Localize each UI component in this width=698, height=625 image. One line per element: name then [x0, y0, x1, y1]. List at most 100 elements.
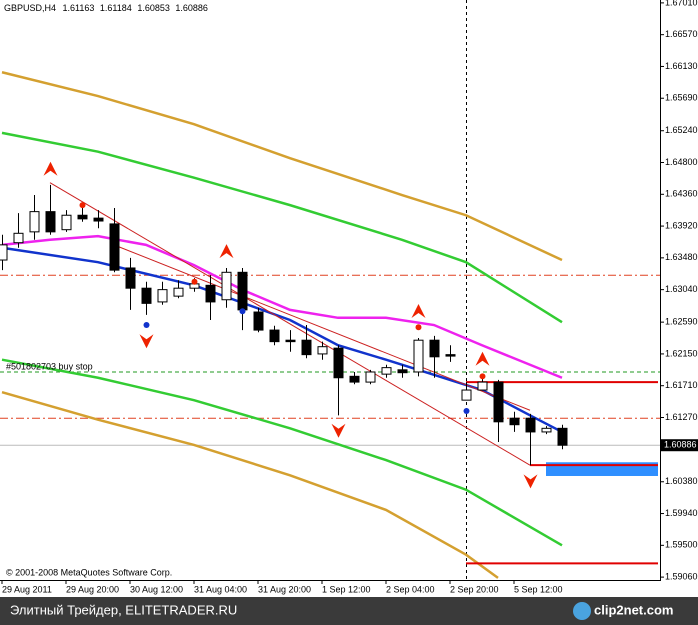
- y-tick-label: 1.59060: [665, 571, 698, 581]
- symbol: GBPUSD,H4: [4, 3, 56, 13]
- x-tick-label: 31 Aug 04:00: [194, 584, 247, 594]
- x-tick-label: 30 Aug 12:00: [130, 584, 183, 594]
- fractal-arrow: [43, 161, 58, 176]
- indicator-line: [1, 358, 563, 547]
- header-open: 1.61163: [63, 3, 95, 13]
- candle-body: [77, 214, 88, 220]
- y-tick-label: 1.63040: [665, 284, 698, 294]
- x-tick-label: 1 Sep 12:00: [322, 584, 371, 594]
- candle-body: [61, 214, 72, 231]
- header-high: 1.61184: [100, 3, 132, 13]
- fractal-arrow: [523, 474, 538, 489]
- fractal-arrow: [475, 351, 490, 366]
- segment: [113, 244, 531, 411]
- candle-body: [349, 375, 360, 383]
- candle-body: [45, 211, 56, 233]
- level-label: #501802703 buy stop: [6, 361, 93, 371]
- candle-body: [109, 223, 120, 271]
- y-tick-label: 1.61270: [665, 412, 698, 422]
- y-tick-label: 1.60380: [665, 476, 698, 486]
- signal-dot: [79, 202, 86, 209]
- candle-body: [0, 244, 8, 261]
- candle-body: [29, 211, 40, 233]
- candle-body: [461, 389, 472, 401]
- candle-body: [125, 267, 136, 289]
- fractal-arrow: [331, 423, 346, 438]
- candle-body: [301, 339, 312, 356]
- candle-body: [557, 427, 568, 446]
- candle-body: [493, 381, 504, 423]
- x-tick-label: 31 Aug 20:00: [258, 584, 311, 594]
- candle-body: [365, 371, 376, 383]
- y-tick-label: 1.59500: [665, 540, 698, 550]
- y-tick-label: 1.62590: [665, 317, 698, 327]
- candle-body: [253, 311, 264, 331]
- plot-area: [0, 71, 660, 579]
- y-tick-label: 1.65240: [665, 125, 698, 135]
- x-tick-label: 2 Sep 20:00: [450, 584, 499, 594]
- signal-dot: [415, 324, 422, 331]
- fractal-arrow: [219, 244, 234, 259]
- y-tick-label: 1.62150: [665, 348, 698, 358]
- signal-dot: [191, 278, 198, 285]
- x-tick-label: 5 Sep 12:00: [514, 584, 563, 594]
- signal-dot: [239, 308, 246, 315]
- candle-body: [317, 346, 328, 355]
- y-tick-label: 1.64360: [665, 189, 698, 199]
- segment: [49, 182, 531, 466]
- x-tick-label: 2 Sep 04:00: [386, 584, 435, 594]
- candle-body: [93, 217, 104, 222]
- candle-body: [525, 417, 536, 433]
- y-tick-label: 1.66570: [665, 29, 698, 39]
- background: [0, 0, 698, 597]
- x-tick-label: 29 Aug 20:00: [66, 584, 119, 594]
- y-tick-label: 1.63480: [665, 252, 698, 262]
- fractal-arrow: [411, 304, 426, 319]
- last-price-label: 1.60886: [664, 440, 697, 450]
- signal-dot: [463, 407, 470, 414]
- candle-body: [141, 287, 152, 304]
- signal-dot: [143, 322, 150, 329]
- candle-body: [157, 289, 168, 303]
- y-tick-label: 1.59940: [665, 508, 698, 518]
- header-low: 1.60853: [137, 3, 170, 13]
- candle-body: [205, 284, 216, 303]
- candle-body: [429, 339, 440, 358]
- header-close: 1.60886: [175, 3, 208, 13]
- indicator-line: [1, 391, 499, 579]
- candle-body: [173, 287, 184, 297]
- candle-body: [413, 339, 424, 373]
- x-tick-label: 29 Aug 2011: [2, 584, 52, 594]
- chart-header: GBPUSD,H4 1.61163 1.61184 1.60853 1.6088…: [4, 3, 208, 13]
- indicator-line: [1, 131, 563, 324]
- footer-site: Элитный Трейдер, ELITETRADER.RU: [10, 602, 237, 617]
- candle-body: [285, 339, 296, 343]
- candle-body: [477, 381, 488, 391]
- y-tick-label: 1.64800: [665, 157, 698, 167]
- y-tick-label: 1.67010: [665, 0, 698, 7]
- candle-body: [509, 417, 520, 426]
- brand-icon: [573, 602, 591, 620]
- candle-body: [13, 232, 24, 244]
- candle-body: [237, 271, 248, 311]
- footer-brand: clip2net.com: [594, 602, 673, 617]
- signal-dot: [479, 373, 486, 380]
- candle-body: [397, 369, 408, 374]
- y-tick-label: 1.61710: [665, 380, 698, 390]
- candle-body: [381, 367, 392, 375]
- indicator-line: [1, 246, 563, 434]
- last-price-box: [661, 439, 698, 452]
- indicator-line: [1, 234, 563, 379]
- candle-body: [333, 347, 344, 379]
- y-tick-label: 1.63920: [665, 220, 698, 230]
- candle-body: [221, 271, 232, 301]
- candle-body: [445, 354, 456, 357]
- candle-body: [269, 329, 280, 343]
- fractal-arrow: [139, 334, 154, 349]
- y-tick-label: 1.66130: [665, 61, 698, 71]
- indicator-line: [1, 71, 563, 262]
- y-tick-label: 1.65690: [665, 93, 698, 103]
- candle-body: [541, 427, 552, 433]
- copyright: © 2001-2008 MetaQuotes Software Corp.: [6, 567, 172, 577]
